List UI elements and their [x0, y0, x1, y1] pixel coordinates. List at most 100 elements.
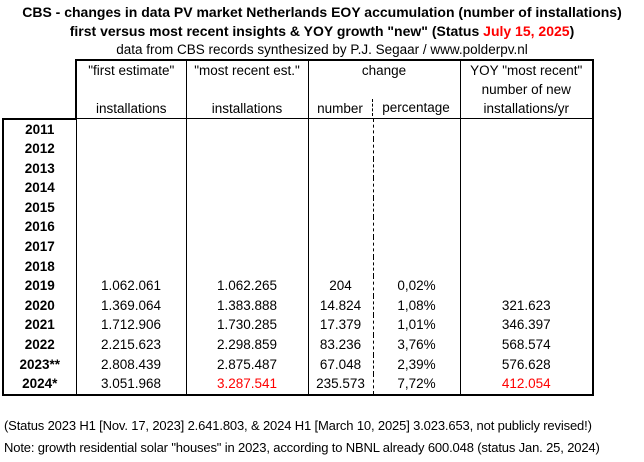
status-date: July 15, 2025 [483, 23, 570, 39]
table-row: 2016 [2, 217, 594, 238]
change-pct-cell [373, 217, 461, 238]
yoy-sublabel-2: installations/yr [483, 100, 570, 116]
table-row: 2022 2.215.623 2.298.859 83.236 3,76% 568.574 [2, 335, 594, 355]
first-est-cell: 3.051.968 [76, 374, 187, 396]
yoy-label: YOY "most recent" [470, 62, 583, 78]
table-row: 2011 [2, 118, 594, 140]
footnote-nbnl: Note: growth residential solar "houses" … [4, 440, 600, 455]
most-recent-cell: 1.383.888 [186, 295, 309, 316]
yoy-cell: 412.054 [460, 374, 594, 396]
table-row: 2021 1.712.906 1.730.285 17.379 1,01% 346.397 [2, 315, 594, 336]
first-est-cell [76, 256, 187, 277]
first-est-cell [76, 217, 187, 238]
table-row: 2023** 2.808.439 2.875.487 67.048 2,39% 576.6… [2, 354, 594, 375]
yoy-cell: 321.623 [460, 295, 594, 316]
col-header-first-estimate: "first estimate" installations [75, 59, 187, 119]
year-cell: 2018 [2, 256, 77, 277]
first-est-cell [76, 139, 187, 159]
change-number-cell [308, 256, 374, 277]
change-pct-cell [373, 197, 461, 218]
most-recent-cell: 1.062.265 [186, 276, 309, 296]
year-cell: 2020 [2, 295, 77, 316]
most-recent-cell [186, 118, 309, 140]
table-row: 2019 1.062.061 1.062.265 204 0,02% [2, 276, 594, 296]
first-est-cell [76, 197, 187, 218]
table-row: 2024* 3.051.968 3.287.541 235.573 7,72% 412.0… [2, 374, 594, 396]
first-est-cell [76, 237, 187, 257]
change-pct-cell [373, 118, 461, 140]
most-recent-sublabel: installations [211, 100, 283, 116]
year-cell: 2016 [2, 217, 77, 238]
table-row: 2013 [2, 158, 594, 179]
change-number-cell [308, 237, 374, 257]
table-row: 2012 [2, 139, 594, 159]
change-pct-cell [373, 178, 461, 198]
most-recent-cell [186, 217, 309, 238]
first-est-cell: 1.369.064 [76, 295, 187, 316]
table-body: 2011 2012 2013 2014 2015 2016 2017 2018 2019 1.06… [2, 118, 594, 396]
page-subtitle: first versus most recent insights & YOY … [0, 22, 644, 41]
table-row: 2017 [2, 237, 594, 257]
most-recent-cell [186, 197, 309, 218]
change-pct-cell: 3,76% [373, 335, 461, 355]
year-cell: 2013 [2, 158, 77, 179]
yoy-cell [460, 197, 594, 218]
most-recent-cell: 3.287.541 [186, 374, 309, 396]
first-estimate-sublabel: installations [95, 100, 167, 116]
change-pct-cell [373, 139, 461, 159]
subtitle-prefix: first versus most recent insights & YOY … [69, 23, 484, 39]
change-number-cell [308, 197, 374, 218]
change-number-cell [308, 217, 374, 238]
change-number-cell: 14.824 [308, 295, 374, 316]
year-cell: 2022 [2, 335, 77, 355]
year-cell: 2021 [2, 315, 77, 336]
change-number-cell: 204 [308, 276, 374, 296]
year-cell: 2023** [2, 354, 77, 375]
change-pct-cell: 1,01% [373, 315, 461, 336]
change-number-cell [308, 158, 374, 179]
most-recent-label: "most recent est." [194, 62, 300, 78]
yoy-cell: 568.574 [460, 335, 594, 355]
yoy-cell: 346.397 [460, 315, 594, 336]
year-cell: 2014 [2, 178, 77, 198]
first-est-cell: 1.062.061 [76, 276, 187, 296]
yoy-cell [460, 256, 594, 277]
most-recent-cell [186, 237, 309, 257]
corner-cell [3, 60, 76, 120]
title-block: CBS - changes in data PV market Netherla… [0, 2, 644, 59]
change-pct-cell: 7,72% [373, 374, 461, 396]
yoy-cell: 576.628 [460, 354, 594, 375]
change-pct-cell: 1,08% [373, 295, 461, 316]
yoy-cell [460, 158, 594, 179]
subtitle-suffix: ) [569, 23, 575, 39]
footnotes: (Status 2023 H1 [Nov. 17, 2023] 2.641.80… [4, 415, 644, 459]
first-est-cell [76, 118, 187, 140]
change-number-cell: 67.048 [308, 354, 374, 375]
first-est-cell: 2.215.623 [76, 335, 187, 355]
yoy-cell [460, 139, 594, 159]
table-header: "first estimate" installations "most rec… [3, 59, 594, 120]
table-row: 2014 [2, 178, 594, 198]
change-pct-cell: 0,02% [373, 276, 461, 296]
change-pct-cell [373, 237, 461, 257]
change-pct-cell [373, 158, 461, 179]
col-header-most-recent: "most recent est." installations [186, 59, 309, 119]
most-recent-cell [186, 178, 309, 198]
footnote-status: (Status 2023 H1 [Nov. 17, 2023] 2.641.80… [4, 418, 592, 433]
first-estimate-label: "first estimate" [88, 62, 175, 78]
most-recent-cell [186, 139, 309, 159]
year-cell: 2019 [2, 276, 77, 296]
table-row: 2015 [2, 197, 594, 218]
most-recent-cell: 2.298.859 [186, 335, 309, 355]
change-number-cell: 83.236 [308, 335, 374, 355]
source-credit: data from CBS records synthesized by P.J… [116, 42, 528, 57]
first-est-cell [76, 158, 187, 179]
most-recent-cell: 1.730.285 [186, 315, 309, 336]
table-row: 2018 [2, 256, 594, 277]
most-recent-cell: 2.875.487 [186, 354, 309, 375]
yoy-cell [460, 237, 594, 257]
table-row: 2020 1.369.064 1.383.888 14.824 1,08% 321.623 [2, 295, 594, 316]
change-pct-cell: 2,39% [373, 354, 461, 375]
yoy-cell [460, 276, 594, 296]
